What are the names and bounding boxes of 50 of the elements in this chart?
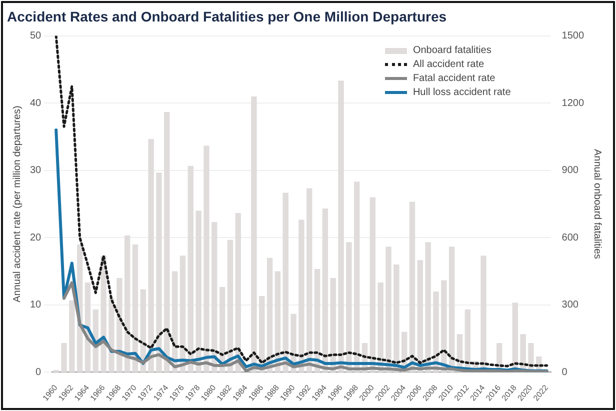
y-tick-label: 40	[30, 98, 42, 109]
bar	[330, 278, 336, 372]
legend-label: All accident rate	[412, 58, 484, 72]
y-axis-title: Annual accident rate (per million departures)	[12, 106, 23, 302]
y2-tick-label: 1500	[562, 30, 584, 42]
bar	[282, 192, 288, 372]
y-tick-label: 0	[36, 366, 42, 378]
y2-axis-title: Annual onboard fatalities	[591, 148, 602, 260]
bar	[386, 246, 392, 372]
legend-label: Onboard fatalities	[412, 44, 492, 58]
bar	[370, 197, 376, 372]
legend-label: Fatal accident rate	[412, 72, 496, 86]
bar	[164, 112, 170, 372]
bar	[188, 166, 194, 372]
bar	[69, 300, 75, 372]
bar	[322, 208, 328, 372]
bar	[425, 242, 431, 372]
bar	[354, 182, 360, 372]
bar	[409, 202, 416, 372]
y-tick-label: 20	[30, 232, 42, 244]
bar	[148, 138, 154, 372]
bar	[124, 235, 130, 372]
legend-label: Hull loss accident rate	[412, 86, 511, 100]
bar	[196, 210, 202, 372]
y2-tick-label: 300	[562, 300, 579, 311]
y-tick-label: 10	[30, 300, 42, 311]
bar	[378, 282, 384, 372]
y2-tick-label: 900	[562, 165, 579, 176]
bar	[346, 242, 352, 372]
bar	[235, 212, 241, 372]
line-series	[54, 36, 548, 368]
bar	[394, 264, 400, 372]
bar	[204, 146, 210, 372]
bar	[338, 80, 344, 372]
bar	[251, 96, 257, 372]
bar	[227, 240, 234, 372]
bar	[448, 246, 455, 372]
bar	[298, 220, 304, 372]
bar	[212, 222, 218, 372]
y-tick-label: 50	[30, 30, 42, 42]
y2-tick-label: 600	[562, 232, 579, 244]
y2-tick-label: 0	[562, 366, 568, 378]
bar	[156, 172, 162, 372]
y-tick-label: 30	[30, 165, 42, 176]
bar	[53, 370, 59, 372]
bar	[61, 343, 67, 372]
bar	[306, 188, 312, 372]
chart-title: Accident Rates and Onboard Fatalities per One Million Departures	[7, 8, 447, 24]
bar	[441, 280, 447, 372]
y2-tick-label: 1200	[562, 98, 584, 109]
